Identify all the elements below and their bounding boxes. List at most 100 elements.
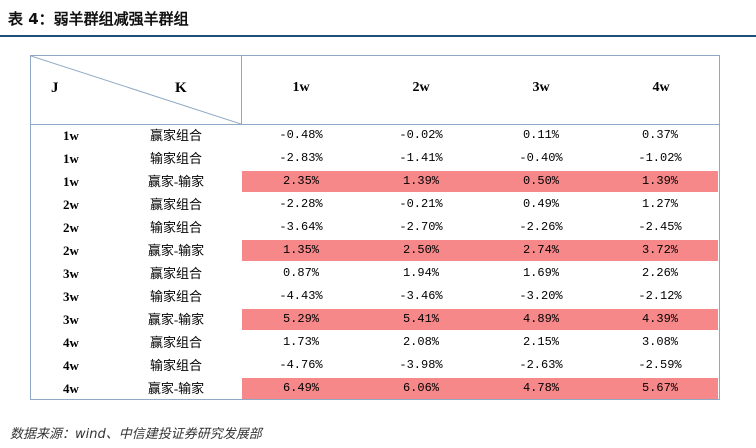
value-cell: 5.29% bbox=[282, 312, 319, 326]
row-group: 赢家-输家 bbox=[147, 381, 205, 396]
row-period: 1w bbox=[63, 128, 79, 143]
table-row: 2w 输家组合 -3.64% -2.70% -2.26% -2.45% bbox=[31, 216, 719, 239]
value-cell: -2.70% bbox=[399, 220, 443, 234]
value-cell: 0.50% bbox=[522, 174, 559, 188]
value-cell: 0.49% bbox=[522, 197, 559, 211]
value-cell: 0.11% bbox=[522, 128, 559, 142]
value-cell: 1.39% bbox=[641, 174, 678, 188]
row-group: 赢家-输家 bbox=[147, 174, 205, 189]
value-cell: -3.64% bbox=[279, 220, 323, 234]
row-group: 赢家组合 bbox=[149, 335, 202, 350]
table-row: 3w 赢家-输家 5.29% 5.41% 4.89% 4.39% bbox=[31, 308, 719, 331]
value-cell: -2.28% bbox=[279, 197, 323, 211]
row-highlight bbox=[242, 240, 718, 261]
row-period: 3w bbox=[63, 289, 79, 304]
row-group: 输家组合 bbox=[149, 358, 202, 373]
table-row: 1w 赢家-输家 2.35% 1.39% 0.50% 1.39% bbox=[31, 170, 719, 193]
title-rule bbox=[0, 35, 756, 37]
value-cell: 2.50% bbox=[402, 243, 439, 257]
column-header: 3w bbox=[532, 80, 550, 95]
row-highlight bbox=[242, 309, 718, 330]
value-cell: 1.94% bbox=[402, 266, 439, 280]
row-group: 赢家组合 bbox=[149, 128, 202, 143]
value-cell: 0.37% bbox=[641, 128, 678, 142]
value-cell: -2.45% bbox=[638, 220, 682, 234]
value-cell: -0.48% bbox=[279, 128, 323, 142]
table-row: 3w 赢家组合 0.87% 1.94% 1.69% 2.26% bbox=[31, 262, 719, 285]
value-cell: -2.26% bbox=[519, 220, 563, 234]
row-period: 3w bbox=[63, 266, 79, 281]
value-cell: 5.67% bbox=[641, 381, 678, 395]
row-group: 输家组合 bbox=[149, 151, 202, 166]
table-row: 4w 赢家组合 1.73% 2.08% 2.15% 3.08% bbox=[31, 331, 719, 354]
value-cell: -3.20% bbox=[519, 289, 563, 303]
value-cell: 3.08% bbox=[641, 335, 678, 349]
table-row: 1w 输家组合 -2.83% -1.41% -0.40% -1.02% bbox=[31, 147, 719, 170]
column-header: 1w bbox=[292, 80, 310, 95]
value-cell: -0.21% bbox=[399, 197, 443, 211]
value-cell: -0.40% bbox=[519, 151, 563, 165]
value-cell: 1.35% bbox=[282, 243, 319, 257]
value-cell: 6.06% bbox=[402, 381, 439, 395]
table-header: J K 1w 2w 3w 4w bbox=[31, 56, 719, 125]
corner-left: J bbox=[51, 80, 59, 96]
value-cell: -4.76% bbox=[279, 358, 323, 372]
row-group: 输家组合 bbox=[149, 220, 202, 235]
value-cell: 4.78% bbox=[522, 381, 559, 395]
row-period: 4w bbox=[63, 358, 79, 373]
row-highlight bbox=[242, 378, 718, 399]
corner-cell: J K bbox=[31, 56, 242, 124]
value-cell: -2.63% bbox=[519, 358, 563, 372]
row-group: 输家组合 bbox=[149, 289, 202, 304]
value-cell: -2.12% bbox=[638, 289, 682, 303]
table-row: 2w 赢家组合 -2.28% -0.21% 0.49% 1.27% bbox=[31, 193, 719, 216]
table-row: 1w 赢家组合 -0.48% -0.02% 0.11% 0.37% bbox=[31, 124, 719, 147]
value-cell: -1.02% bbox=[638, 151, 682, 165]
value-cell: 4.89% bbox=[522, 312, 559, 326]
diagonal bbox=[31, 56, 241, 124]
value-cell: 1.39% bbox=[402, 174, 439, 188]
value-cell: 2.15% bbox=[522, 335, 559, 349]
value-cell: 2.35% bbox=[282, 174, 319, 188]
table-row: 4w 赢家-输家 6.49% 6.06% 4.78% 5.67% bbox=[31, 377, 719, 400]
source: 数据来源：wind、中信建投证券研究发展部 bbox=[10, 427, 262, 442]
row-period: 4w bbox=[63, 335, 79, 350]
row-group: 赢家-输家 bbox=[147, 243, 205, 258]
value-cell: 0.87% bbox=[282, 266, 319, 280]
value-cell: 2.74% bbox=[522, 243, 559, 257]
row-period: 4w bbox=[63, 381, 79, 396]
row-period: 1w bbox=[63, 174, 79, 189]
column-header: 2w bbox=[412, 80, 430, 95]
table-row: 3w 输家组合 -4.43% -3.46% -3.20% -2.12% bbox=[31, 285, 719, 308]
value-cell: -2.83% bbox=[279, 151, 323, 165]
row-period: 1w bbox=[63, 151, 79, 166]
title: 表 4：弱羊群组减强羊群组 bbox=[8, 10, 189, 28]
value-cell: -3.98% bbox=[399, 358, 443, 372]
table-row: 2w 赢家-输家 1.35% 2.50% 2.74% 3.72% bbox=[31, 239, 719, 262]
value-cell: 1.69% bbox=[522, 266, 559, 280]
row-period: 2w bbox=[63, 220, 79, 235]
value-cell: 6.49% bbox=[282, 381, 319, 395]
value-cell: -3.46% bbox=[399, 289, 443, 303]
row-group: 赢家组合 bbox=[149, 197, 202, 212]
value-cell: 2.26% bbox=[641, 266, 678, 280]
row-period: 2w bbox=[63, 197, 79, 212]
row-period: 3w bbox=[63, 312, 79, 327]
value-cell: 1.73% bbox=[282, 335, 319, 349]
table: J K 1w 2w 3w 4w 1w 赢家组合 -0.48% -0.02% 0.11% 0.37… bbox=[30, 55, 720, 400]
row-period: 2w bbox=[63, 243, 79, 258]
value-cell: 5.41% bbox=[402, 312, 439, 326]
value-cell: 4.39% bbox=[641, 312, 678, 326]
value-cell: -0.02% bbox=[399, 128, 443, 142]
value-cell: -1.41% bbox=[399, 151, 443, 165]
value-cell: -4.43% bbox=[279, 289, 323, 303]
value-cell: 1.27% bbox=[641, 197, 678, 211]
corner-right: K bbox=[175, 80, 187, 96]
table-row: 4w 输家组合 -4.76% -3.98% -2.63% -2.59% bbox=[31, 354, 719, 377]
column-header: 4w bbox=[652, 80, 670, 95]
value-cell: -2.59% bbox=[638, 358, 682, 372]
row-group: 赢家组合 bbox=[149, 266, 202, 281]
row-highlight bbox=[242, 171, 718, 192]
value-cell: 3.72% bbox=[641, 243, 678, 257]
